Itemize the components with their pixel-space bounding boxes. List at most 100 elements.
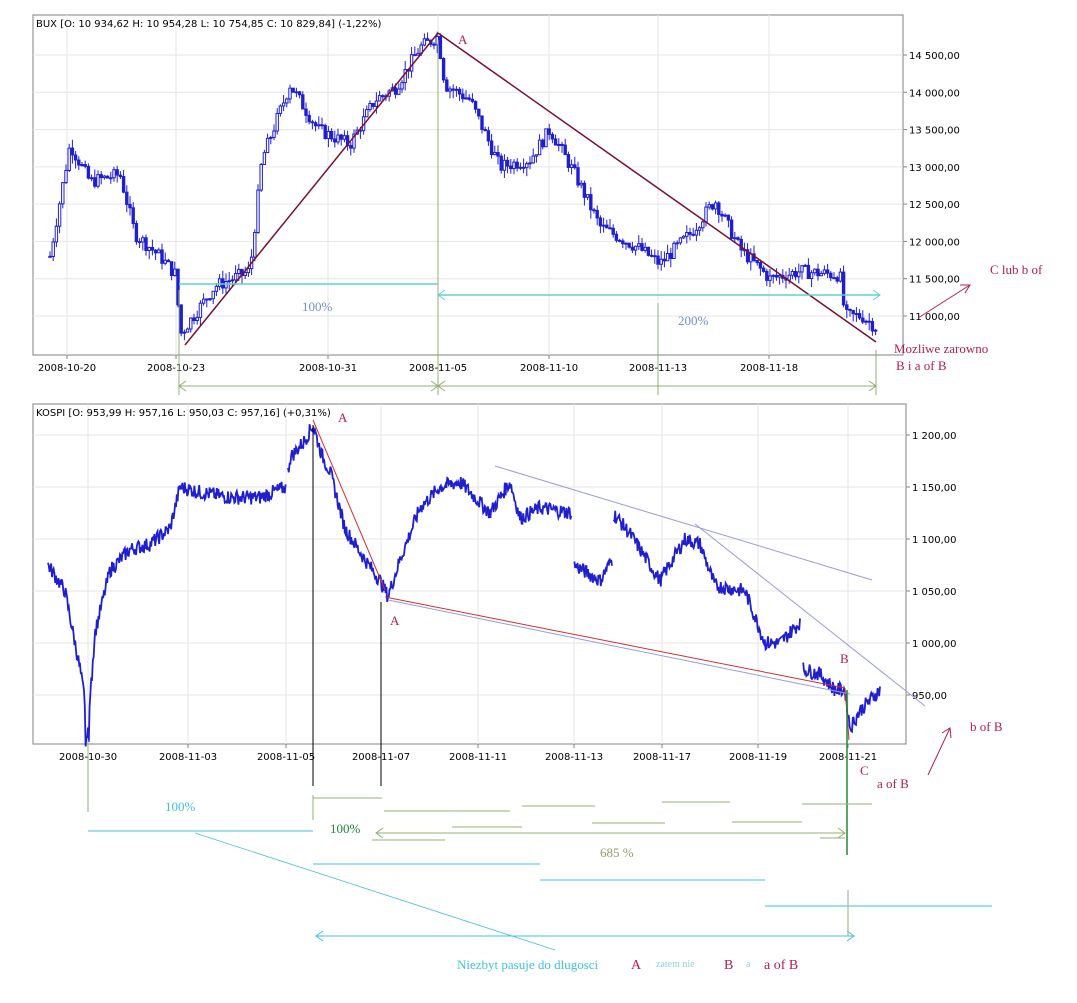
bux-candle	[176, 268, 180, 308]
bux-candle	[288, 84, 292, 104]
bux-candle	[505, 156, 510, 174]
bux-candle	[265, 133, 270, 154]
bux-candle	[845, 300, 849, 319]
bux-candle	[841, 265, 846, 308]
bux-candle	[729, 216, 734, 240]
bux-candle	[256, 184, 260, 234]
bux-candle	[112, 166, 116, 182]
bux-candle	[832, 272, 836, 280]
bux-candle	[400, 79, 404, 93]
fib-arrow-right	[837, 827, 846, 839]
bux-candle	[672, 241, 676, 260]
bux-candle	[160, 243, 164, 270]
bux-wave-up-line	[184, 32, 439, 346]
bux-candle	[157, 247, 161, 254]
y-tick-label: 1 200,00	[912, 431, 957, 442]
bux-candle	[637, 235, 641, 250]
bux-candle	[275, 108, 279, 135]
bux-candle	[323, 123, 327, 140]
bux-candle	[198, 300, 203, 326]
bux-candle	[77, 156, 81, 170]
kospi-arrow-b-of-b	[927, 727, 951, 776]
bux-candle	[553, 134, 558, 146]
x-tick-label: 2008-11-21	[819, 752, 877, 763]
bux-candle	[243, 266, 247, 279]
x-tick-label: 2008-11-19	[729, 752, 787, 763]
bux-candle	[825, 263, 830, 279]
bux-candle	[608, 218, 612, 230]
kospi-label-b: B	[840, 651, 849, 666]
bux-measure-arrow-l	[437, 289, 446, 301]
bux-candle	[838, 268, 843, 283]
bux-candle	[717, 200, 721, 223]
bux-candle	[566, 151, 571, 172]
bux-candle	[803, 263, 807, 267]
kospi-line-segment	[612, 510, 801, 652]
kospi-line-segment	[287, 424, 573, 603]
bux-candle	[470, 93, 475, 104]
bux-candle	[771, 274, 775, 284]
y-tick-label: 11 500,00	[909, 275, 960, 286]
fib-arrow-left	[375, 827, 384, 839]
bux-candle	[166, 258, 171, 263]
x-tick-label: 2008-11-10	[520, 363, 578, 374]
bux-candle	[614, 231, 619, 243]
footer-part4: B	[724, 958, 733, 973]
bux-candle	[691, 227, 695, 237]
bux-candle	[451, 84, 455, 99]
x-tick-label: 2008-10-31	[299, 363, 357, 374]
bux-candle	[352, 129, 356, 153]
bux-candle	[413, 46, 417, 57]
bux-candle	[665, 244, 670, 262]
bux-label-a: A	[458, 32, 468, 47]
bux-candle	[550, 132, 555, 144]
kospi-label-c: C	[860, 763, 869, 778]
bux-candle	[173, 261, 177, 277]
bux-candle	[598, 215, 603, 234]
bux-candle	[134, 220, 139, 245]
bux-candle	[659, 251, 663, 271]
bux-candle	[153, 249, 158, 260]
bux-candle	[259, 162, 263, 192]
bux-candle	[326, 126, 331, 148]
bux-candle	[528, 156, 532, 170]
kospi-label-a-bottom: A	[390, 613, 400, 628]
bux-candle	[713, 200, 718, 215]
bux-candle	[723, 213, 727, 218]
bux-candle	[710, 203, 715, 211]
kospi-label-a-of-b: a of B	[877, 776, 909, 791]
bux-candle	[592, 207, 596, 214]
bux-candle	[144, 234, 148, 256]
bux-candle	[685, 225, 689, 244]
kospi-trend-steep	[694, 523, 926, 707]
bux-candle	[304, 102, 308, 124]
bux-candle	[477, 108, 481, 120]
bux-candle	[854, 307, 859, 322]
kospi-trend-lower	[387, 599, 851, 695]
bux-x-axis: 2008-10-20 2008-10-23 2008-10-31 2008-11-05…	[38, 363, 798, 374]
bux-candle	[768, 269, 772, 287]
bux-candle	[150, 239, 155, 256]
bux-candle	[736, 236, 740, 242]
y-tick-label: 13 500,00	[909, 126, 960, 137]
bux-candle	[688, 227, 692, 241]
bux-candle	[720, 210, 724, 222]
bux-candle	[118, 171, 123, 179]
bux-candle	[595, 205, 599, 226]
bux-candle	[342, 130, 347, 143]
bux-note-line1: Mozliwe zarowno	[894, 341, 988, 356]
bux-candle	[464, 90, 468, 100]
bux-candle	[182, 329, 187, 341]
bux-candle	[640, 237, 644, 252]
bux-candle	[531, 148, 535, 164]
bux-candle	[627, 242, 631, 249]
bux-candle	[278, 104, 283, 117]
bux-candle	[473, 100, 478, 114]
bux-candle	[633, 245, 638, 256]
footer-note: Niezbyt pasuje do dlugosci A zatem nie B…	[457, 957, 798, 973]
bux-candle	[73, 151, 78, 169]
bux-candle	[790, 269, 795, 280]
bux-candle	[697, 225, 702, 236]
y-tick-label: 1 150,00	[912, 483, 957, 494]
bux-candle	[96, 170, 100, 189]
